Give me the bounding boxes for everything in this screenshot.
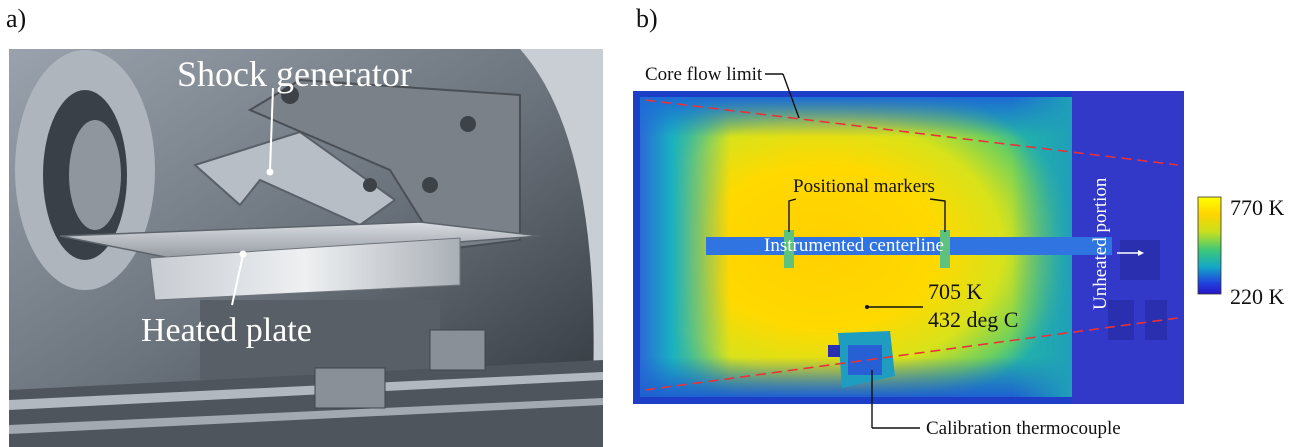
marker-leader-2	[929, 198, 946, 232]
colorbar-max-label: 770 K	[1230, 195, 1285, 220]
colorbar: 770 K 220 K	[1197, 195, 1285, 309]
ir-annotations: Core flow limit Positional markers Instr…	[645, 64, 1144, 439]
positional-marker-2	[940, 230, 950, 268]
label-calibration-thermocouple: Calibration thermocouple	[926, 418, 1121, 439]
label-heated-plate: Heated plate	[141, 312, 312, 349]
centerline-strip	[706, 237, 1112, 255]
heated-plate-surface	[59, 221, 541, 263]
label-instrumented-centerline: Instrumented centerline	[764, 235, 944, 256]
panel-b-letter: b)	[636, 4, 658, 33]
tunnel-photo: Shock generator Heated plate	[9, 49, 603, 447]
marker-leader-1	[788, 198, 797, 232]
colorbar-gradient	[1197, 196, 1222, 295]
label-positional-markers: Positional markers	[793, 176, 935, 197]
plate-insulation-foil	[149, 237, 461, 301]
label-unheated-portion: Unheated portion	[1090, 177, 1111, 310]
core-flow-limit-bottom	[644, 317, 1179, 391]
chamber-ring	[520, 49, 603, 447]
core-flow-limit-leader	[782, 73, 800, 119]
label-temp-celsius: 432 deg C	[928, 307, 1018, 332]
shock-generator-leader	[269, 87, 274, 171]
core-flow-limit-top	[644, 99, 1179, 166]
porthole-inner	[69, 120, 121, 230]
ir-image	[633, 91, 1184, 404]
shock-generator-frame	[247, 78, 521, 252]
panel-a-letter: a)	[6, 4, 27, 33]
label-temp-kelvin: 705 K	[928, 279, 983, 304]
heated-plate-leader	[231, 254, 244, 306]
label-core-flow-limit: Core flow limit	[645, 64, 763, 85]
label-shock-generator: Shock generator	[177, 54, 412, 94]
colorbar-min-label: 220 K	[1230, 284, 1285, 309]
plate-support	[200, 300, 440, 380]
positional-marker-1	[784, 230, 794, 268]
